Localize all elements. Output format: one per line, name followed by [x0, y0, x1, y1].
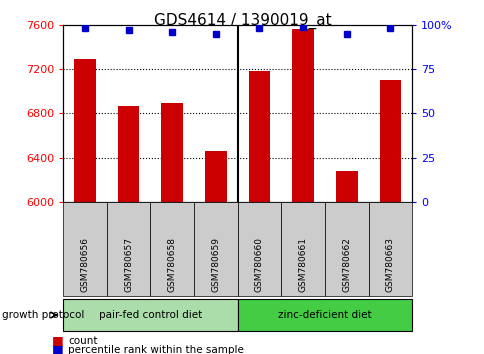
Text: growth protocol: growth protocol — [2, 310, 85, 320]
Text: percentile rank within the sample: percentile rank within the sample — [68, 345, 243, 354]
Text: GSM780662: GSM780662 — [342, 237, 350, 292]
Text: zinc-deficient diet: zinc-deficient diet — [277, 310, 371, 320]
Bar — [291, 29, 313, 202]
Text: ■: ■ — [52, 334, 64, 347]
Bar — [74, 59, 95, 202]
Text: count: count — [68, 336, 97, 346]
Text: GSM780663: GSM780663 — [385, 237, 394, 292]
Bar — [161, 103, 182, 202]
Text: GSM780659: GSM780659 — [211, 237, 220, 292]
Text: GSM780656: GSM780656 — [80, 237, 89, 292]
Bar — [204, 151, 226, 202]
Text: pair-fed control diet: pair-fed control diet — [99, 310, 201, 320]
Bar — [248, 71, 270, 202]
Text: GSM780661: GSM780661 — [298, 237, 307, 292]
Text: GSM780657: GSM780657 — [124, 237, 133, 292]
Text: GSM780660: GSM780660 — [255, 237, 263, 292]
Bar — [117, 105, 139, 202]
Bar — [378, 80, 400, 202]
Text: GDS4614 / 1390019_at: GDS4614 / 1390019_at — [153, 12, 331, 29]
Text: GSM780658: GSM780658 — [167, 237, 176, 292]
Text: ■: ■ — [52, 343, 64, 354]
Bar — [335, 171, 357, 202]
